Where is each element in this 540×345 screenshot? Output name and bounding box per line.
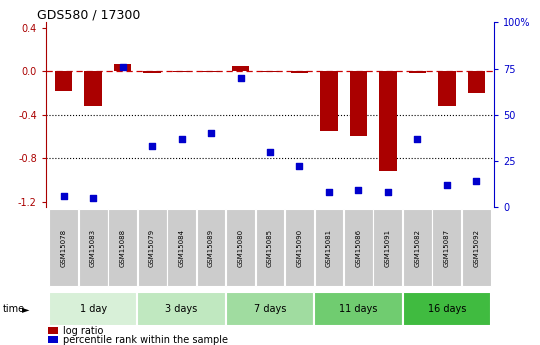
- Text: GSM15084: GSM15084: [179, 228, 185, 267]
- FancyBboxPatch shape: [374, 209, 402, 286]
- Text: GSM15078: GSM15078: [60, 228, 66, 267]
- Bar: [114, 64, 131, 71]
- Bar: [48, 336, 58, 343]
- Text: GSM15086: GSM15086: [355, 228, 361, 267]
- Bar: [226, 292, 314, 326]
- Text: GSM15092: GSM15092: [474, 228, 480, 267]
- Text: 11 days: 11 days: [339, 304, 377, 314]
- FancyBboxPatch shape: [462, 209, 491, 286]
- Text: GSM15082: GSM15082: [414, 228, 421, 267]
- Text: 1 day: 1 day: [79, 304, 106, 314]
- FancyBboxPatch shape: [433, 209, 461, 286]
- Point: [413, 136, 422, 141]
- Text: time: time: [3, 304, 25, 314]
- Bar: [232, 66, 249, 71]
- Bar: [291, 71, 308, 73]
- Text: 7 days: 7 days: [254, 304, 286, 314]
- Bar: [84, 71, 102, 106]
- Text: GSM15079: GSM15079: [149, 228, 155, 267]
- FancyBboxPatch shape: [79, 209, 107, 286]
- Point: [472, 178, 481, 184]
- Text: ►: ►: [22, 304, 29, 314]
- Bar: [438, 71, 456, 106]
- Text: log ratio: log ratio: [63, 326, 104, 336]
- Bar: [55, 71, 72, 91]
- Text: GSM15091: GSM15091: [385, 228, 391, 267]
- Bar: [314, 292, 403, 326]
- Text: GSM15085: GSM15085: [267, 228, 273, 267]
- Point: [383, 189, 392, 195]
- Bar: [261, 71, 279, 72]
- Point: [266, 149, 274, 155]
- FancyBboxPatch shape: [285, 209, 314, 286]
- Point: [148, 143, 157, 149]
- Point: [354, 188, 363, 193]
- Bar: [143, 71, 161, 73]
- Point: [295, 164, 304, 169]
- Bar: [403, 292, 491, 326]
- FancyBboxPatch shape: [255, 209, 285, 286]
- Text: GSM15081: GSM15081: [326, 228, 332, 267]
- FancyBboxPatch shape: [108, 209, 137, 286]
- Text: percentile rank within the sample: percentile rank within the sample: [63, 335, 228, 345]
- Text: 3 days: 3 days: [165, 304, 198, 314]
- FancyBboxPatch shape: [138, 209, 166, 286]
- Text: GSM15089: GSM15089: [208, 228, 214, 267]
- FancyBboxPatch shape: [314, 209, 343, 286]
- Text: GSM15080: GSM15080: [238, 228, 244, 267]
- Text: GSM15087: GSM15087: [444, 228, 450, 267]
- Bar: [137, 292, 226, 326]
- FancyBboxPatch shape: [197, 209, 226, 286]
- Text: 16 days: 16 days: [428, 304, 466, 314]
- Bar: [49, 292, 137, 326]
- FancyBboxPatch shape: [403, 209, 432, 286]
- Text: GSM15083: GSM15083: [90, 228, 96, 267]
- Text: GSM15090: GSM15090: [296, 228, 302, 267]
- FancyBboxPatch shape: [344, 209, 373, 286]
- Bar: [173, 71, 191, 72]
- Bar: [349, 71, 367, 136]
- Point: [118, 64, 127, 69]
- Point: [443, 182, 451, 188]
- FancyBboxPatch shape: [49, 209, 78, 286]
- Bar: [48, 327, 58, 334]
- Text: GSM15088: GSM15088: [119, 228, 126, 267]
- Point: [89, 195, 97, 200]
- Point: [236, 75, 245, 80]
- Text: GDS580 / 17300: GDS580 / 17300: [37, 8, 140, 21]
- Point: [207, 130, 215, 136]
- Bar: [202, 71, 220, 72]
- Bar: [409, 71, 426, 73]
- Bar: [468, 71, 485, 93]
- Point: [59, 193, 68, 199]
- Point: [177, 136, 186, 141]
- FancyBboxPatch shape: [167, 209, 196, 286]
- Point: [325, 189, 333, 195]
- FancyBboxPatch shape: [226, 209, 255, 286]
- Bar: [320, 71, 338, 131]
- Bar: [379, 71, 397, 171]
